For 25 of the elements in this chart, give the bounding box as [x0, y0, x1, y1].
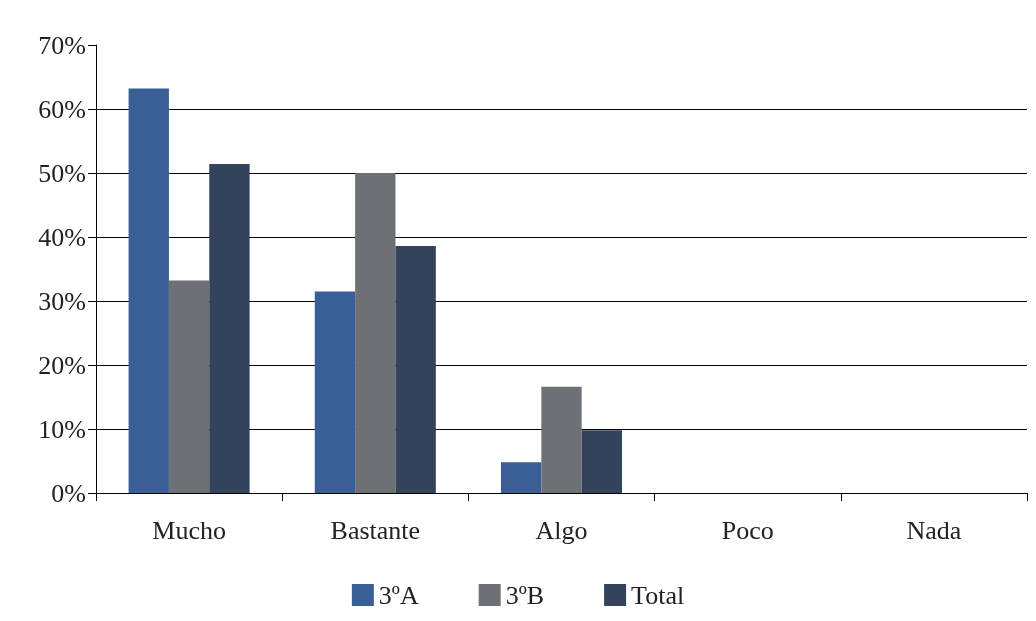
y-tick-label: 50% — [38, 158, 86, 188]
bar — [355, 173, 396, 493]
legend-label: 3ºB — [505, 580, 545, 610]
y-tick-label: 20% — [38, 350, 86, 380]
legend-label: Total — [631, 580, 685, 610]
y-tick-label: 40% — [38, 222, 86, 252]
x-tick-label: Poco — [721, 515, 774, 545]
bar — [314, 291, 356, 493]
y-tick-label: 0% — [51, 478, 86, 508]
x-tick-label: Bastante — [330, 515, 421, 545]
bar — [168, 280, 210, 493]
bar — [128, 88, 169, 493]
legend-label: 3ºA — [378, 580, 419, 610]
y-tick-label: 30% — [38, 286, 86, 316]
bar — [581, 430, 623, 493]
y-tick-label: 60% — [38, 94, 86, 124]
x-tick-label: Algo — [535, 515, 588, 545]
x-tick-label: Mucho — [152, 515, 226, 545]
y-tick-label: 10% — [38, 414, 86, 444]
bar — [500, 462, 542, 493]
x-tick-label: Nada — [906, 515, 962, 545]
bar — [541, 386, 582, 493]
y-tick-label: 70% — [38, 30, 86, 60]
bar — [209, 164, 250, 493]
bar — [395, 245, 436, 493]
